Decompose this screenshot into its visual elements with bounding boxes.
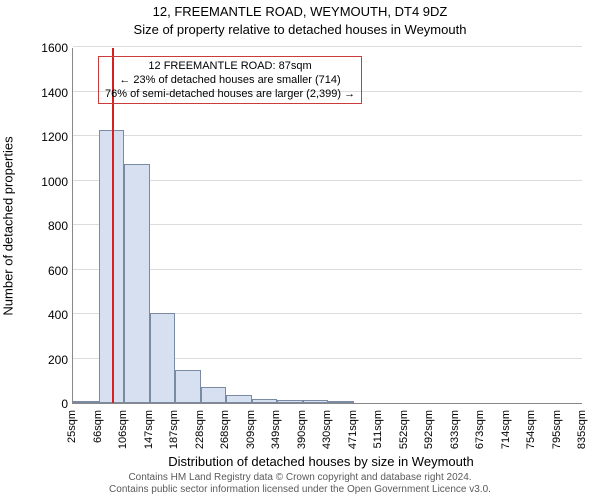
histogram-bar xyxy=(201,387,226,403)
annotation-line-2: ← 23% of detached houses are smaller (71… xyxy=(105,73,355,87)
histogram-bar xyxy=(175,370,201,403)
attribution-footer: Contains HM Land Registry data © Crown c… xyxy=(0,472,600,496)
chart-title: Size of property relative to detached ho… xyxy=(0,22,600,37)
x-tick-label: 511sqm xyxy=(372,410,384,448)
footer-line-2: Contains public sector information licen… xyxy=(0,484,600,496)
x-tick-label: 714sqm xyxy=(500,410,512,449)
x-tick-label: 187sqm xyxy=(168,410,180,449)
chart-container: 12, FREEMANTLE ROAD, WEYMOUTH, DT4 9DZ S… xyxy=(0,0,600,500)
histogram-bar xyxy=(303,400,328,403)
footer-line-1: Contains HM Land Registry data © Crown c… xyxy=(0,472,600,484)
marker-annotation-box: 12 FREEMANTLE ROAD: 87sqm ← 23% of detac… xyxy=(98,56,362,104)
x-tick-label: 309sqm xyxy=(245,410,257,449)
y-tick-label: 1600 xyxy=(18,41,68,55)
histogram-bar xyxy=(150,313,175,403)
y-axis-label: Number of detached properties xyxy=(1,136,16,315)
x-tick-label: 795sqm xyxy=(551,410,563,449)
x-tick-label: 268sqm xyxy=(219,410,231,449)
x-tick-label: 66sqm xyxy=(92,410,104,443)
x-tick-label: 471sqm xyxy=(347,410,359,449)
x-axis-title: Distribution of detached houses by size … xyxy=(60,454,582,469)
x-tick-label: 673sqm xyxy=(474,410,486,449)
y-tick-label: 1200 xyxy=(18,130,68,144)
x-tick-label: 228sqm xyxy=(194,410,206,449)
y-tick-label: 0 xyxy=(18,397,68,411)
x-tick-label: 430sqm xyxy=(321,410,333,449)
histogram-bar xyxy=(73,401,99,403)
x-tick-label: 390sqm xyxy=(296,410,308,449)
annotation-line-3: 76% of semi-detached houses are larger (… xyxy=(105,87,355,101)
x-tick-label: 349sqm xyxy=(270,410,282,449)
gridline xyxy=(73,135,582,136)
histogram-bar xyxy=(252,399,277,403)
histogram-bar xyxy=(226,395,252,403)
x-tick-label: 106sqm xyxy=(117,410,129,449)
histogram-bar xyxy=(328,401,354,403)
y-tick-label: 400 xyxy=(18,308,68,322)
histogram-bar xyxy=(124,164,150,403)
y-tick-label: 800 xyxy=(18,219,68,233)
gridline xyxy=(73,46,582,47)
y-tick-label: 1400 xyxy=(18,86,68,100)
y-tick-label: 200 xyxy=(18,353,68,367)
x-tick-label: 754sqm xyxy=(525,410,537,449)
x-tick-label: 552sqm xyxy=(398,410,410,449)
x-tick-label: 147sqm xyxy=(143,410,155,449)
x-tick-label: 592sqm xyxy=(423,410,435,449)
histogram-bar xyxy=(277,400,303,403)
x-tick-label: 25sqm xyxy=(66,410,78,443)
y-tick-label: 1000 xyxy=(18,175,68,189)
y-tick-label: 600 xyxy=(18,264,68,278)
chart-supertitle: 12, FREEMANTLE ROAD, WEYMOUTH, DT4 9DZ xyxy=(0,4,600,19)
x-tick-label: 835sqm xyxy=(576,410,588,449)
x-tick-label: 633sqm xyxy=(449,410,461,449)
annotation-line-1: 12 FREEMANTLE ROAD: 87sqm xyxy=(105,59,355,73)
